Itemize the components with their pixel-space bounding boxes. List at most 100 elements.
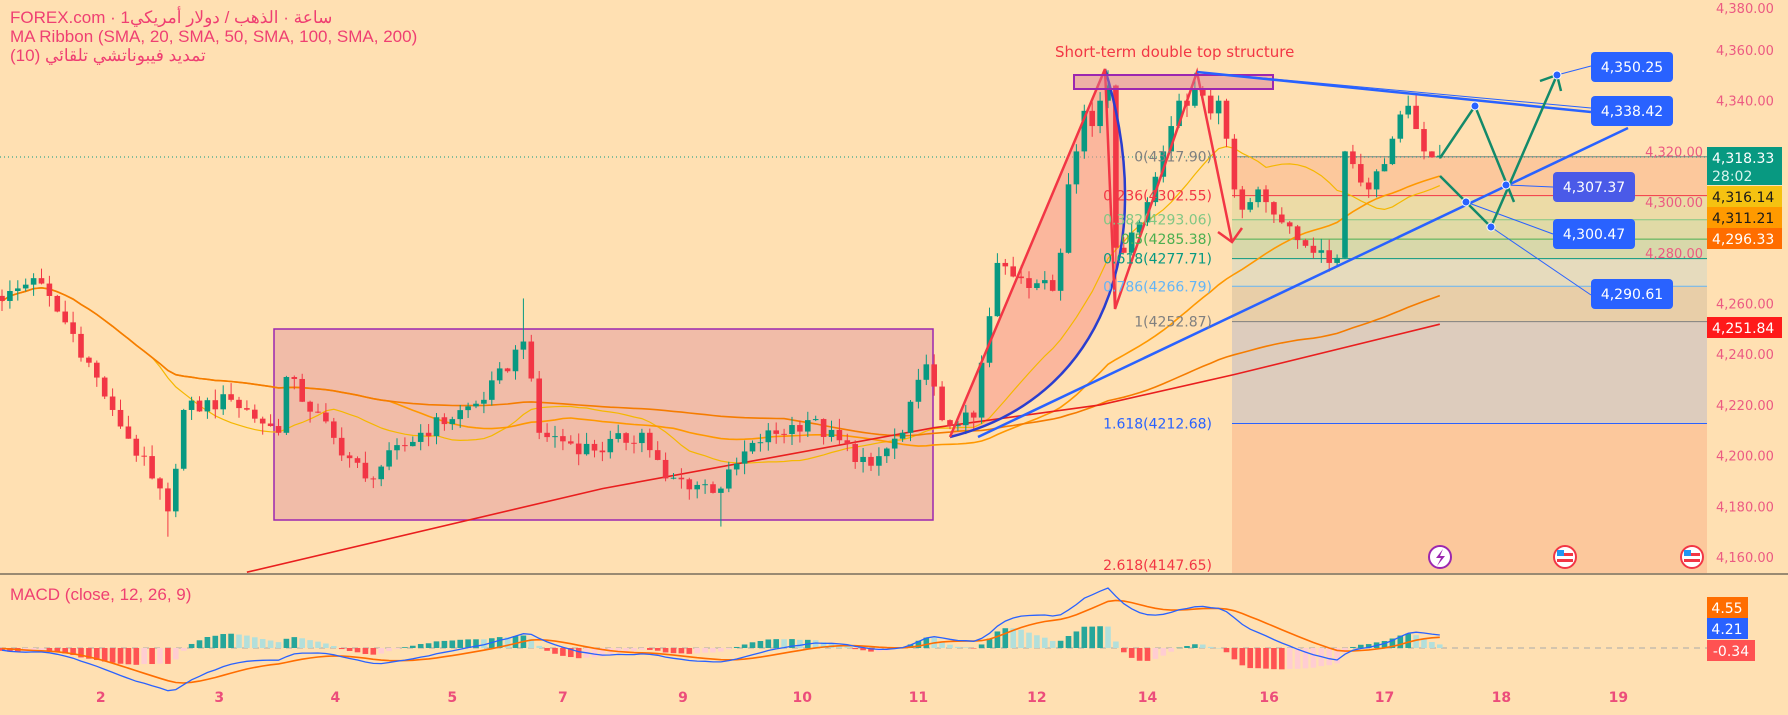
candle-body bbox=[15, 288, 21, 292]
macd-histogram-bar bbox=[963, 647, 969, 648]
candle bbox=[157, 477, 163, 500]
candle-body bbox=[765, 430, 772, 443]
target-price-box[interactable] bbox=[1591, 52, 1673, 82]
ma-ribbon-legend[interactable]: MA Ribbon (SMA, 20, SMA, 50, SMA, 100, S… bbox=[10, 27, 418, 46]
upper-trendline[interactable] bbox=[1196, 70, 1592, 114]
macd-histogram-bar bbox=[915, 640, 922, 648]
sma-100-line bbox=[1, 286, 1441, 437]
candle-body bbox=[1113, 85, 1119, 248]
time-axis[interactable]: 2 3 4 5 7 9 10 11 12 14 16 17 18 19 bbox=[96, 690, 1628, 706]
symbol-title[interactable]: FOREX.com · 1ساعة · الذهب / دولار أمريكي bbox=[10, 8, 333, 27]
target-price-box[interactable] bbox=[1553, 219, 1635, 249]
us-flag-event-icon[interactable] bbox=[1553, 545, 1577, 569]
fib-level-label: 0.786(4266.79) bbox=[1103, 279, 1212, 295]
macd-histogram-bar bbox=[283, 638, 290, 648]
candle-body bbox=[970, 412, 977, 418]
date-axis-label: 10 bbox=[793, 690, 813, 706]
candle bbox=[1207, 88, 1214, 120]
projection-nodes[interactable] bbox=[1461, 70, 1562, 232]
target-price-box[interactable] bbox=[1553, 172, 1635, 202]
candle bbox=[259, 416, 266, 435]
candle-body bbox=[54, 295, 61, 312]
macd-histogram-bar bbox=[512, 636, 519, 648]
us-flag-event-icon[interactable] bbox=[1680, 545, 1704, 569]
candle-body bbox=[378, 466, 384, 480]
macd-histogram-bar bbox=[978, 644, 985, 648]
candle bbox=[1429, 151, 1435, 158]
candle-body bbox=[481, 399, 487, 404]
projection-path-b[interactable] bbox=[1439, 74, 1559, 230]
macd-histogram-bar bbox=[1128, 648, 1135, 658]
candle-body bbox=[899, 432, 906, 439]
candle bbox=[773, 422, 779, 444]
upper-trendline-2[interactable] bbox=[1196, 71, 1592, 109]
candle-body bbox=[449, 419, 456, 425]
candle bbox=[970, 410, 977, 429]
candle bbox=[812, 415, 819, 422]
macd-histogram-bar bbox=[741, 644, 748, 648]
candle bbox=[323, 403, 329, 424]
candle-body bbox=[275, 426, 282, 433]
candle-body bbox=[702, 484, 708, 486]
macd-histogram-bar bbox=[1421, 638, 1427, 648]
target-connector bbox=[1505, 184, 1554, 188]
candle-body bbox=[22, 284, 29, 289]
macd-histogram-bar bbox=[417, 644, 424, 648]
candle-body bbox=[173, 468, 179, 512]
candle-body bbox=[362, 462, 369, 479]
candle-body bbox=[323, 412, 329, 422]
candle-body bbox=[947, 420, 953, 426]
candle bbox=[654, 441, 661, 461]
target-price-box[interactable] bbox=[1591, 96, 1673, 126]
candle bbox=[520, 298, 527, 360]
fib-band bbox=[1232, 219, 1707, 240]
rally-arc-line[interactable] bbox=[949, 68, 1127, 439]
macd-histogram-bar bbox=[141, 648, 147, 664]
candle bbox=[726, 461, 732, 493]
double-top-box[interactable] bbox=[1073, 74, 1274, 90]
macd-histogram-bar bbox=[109, 648, 116, 663]
macd-histogram-bar bbox=[1049, 640, 1056, 648]
candle bbox=[402, 437, 408, 452]
double-top-zigzag[interactable] bbox=[948, 67, 1234, 438]
candle-body bbox=[749, 442, 756, 452]
lower-trendline[interactable] bbox=[977, 126, 1629, 439]
candle-body bbox=[457, 410, 463, 420]
candle-body bbox=[1326, 250, 1332, 263]
macd-histogram-bar bbox=[1286, 648, 1293, 669]
price-axis-label: 4,360.00 bbox=[1716, 44, 1774, 59]
candle-body bbox=[259, 418, 266, 424]
candle bbox=[70, 311, 76, 343]
macd-histogram-bar bbox=[307, 640, 313, 648]
candle-body bbox=[117, 409, 124, 427]
candle bbox=[1239, 185, 1246, 219]
candle-body bbox=[623, 433, 629, 443]
macd-line-tag: 4.21 bbox=[1711, 622, 1742, 638]
candle-body bbox=[615, 433, 621, 439]
event-icons[interactable] bbox=[1428, 545, 1704, 569]
macd-histogram-bar bbox=[1381, 641, 1388, 648]
macd-histogram-bar bbox=[1365, 644, 1372, 648]
candle-body bbox=[1081, 110, 1088, 152]
fib-extension-legend[interactable]: تمديد فيبوناتشي تلقائي (10) bbox=[10, 46, 206, 65]
date-axis-label: 7 bbox=[558, 690, 568, 706]
macd-histogram-bar bbox=[1184, 646, 1190, 648]
candle bbox=[876, 447, 882, 476]
candle bbox=[457, 404, 463, 428]
macd-histogram-bar bbox=[773, 639, 779, 648]
candle bbox=[86, 356, 92, 368]
candle-body bbox=[402, 445, 408, 447]
target-price-box[interactable] bbox=[1591, 279, 1673, 309]
lightning-event-icon[interactable] bbox=[1428, 545, 1452, 569]
candle bbox=[1413, 95, 1419, 130]
candle-body bbox=[1223, 100, 1230, 139]
candle-body bbox=[662, 459, 669, 479]
macd-histogram-bar bbox=[433, 641, 440, 648]
macd-histogram-bar bbox=[1105, 626, 1111, 648]
macd-histogram-bar bbox=[1405, 633, 1411, 648]
price-axis[interactable] bbox=[1707, 0, 1788, 573]
macd-histogram-bar bbox=[1389, 638, 1396, 648]
macd-legend[interactable]: MACD (close, 12, 26, 9) bbox=[10, 585, 192, 604]
candle bbox=[473, 400, 479, 409]
